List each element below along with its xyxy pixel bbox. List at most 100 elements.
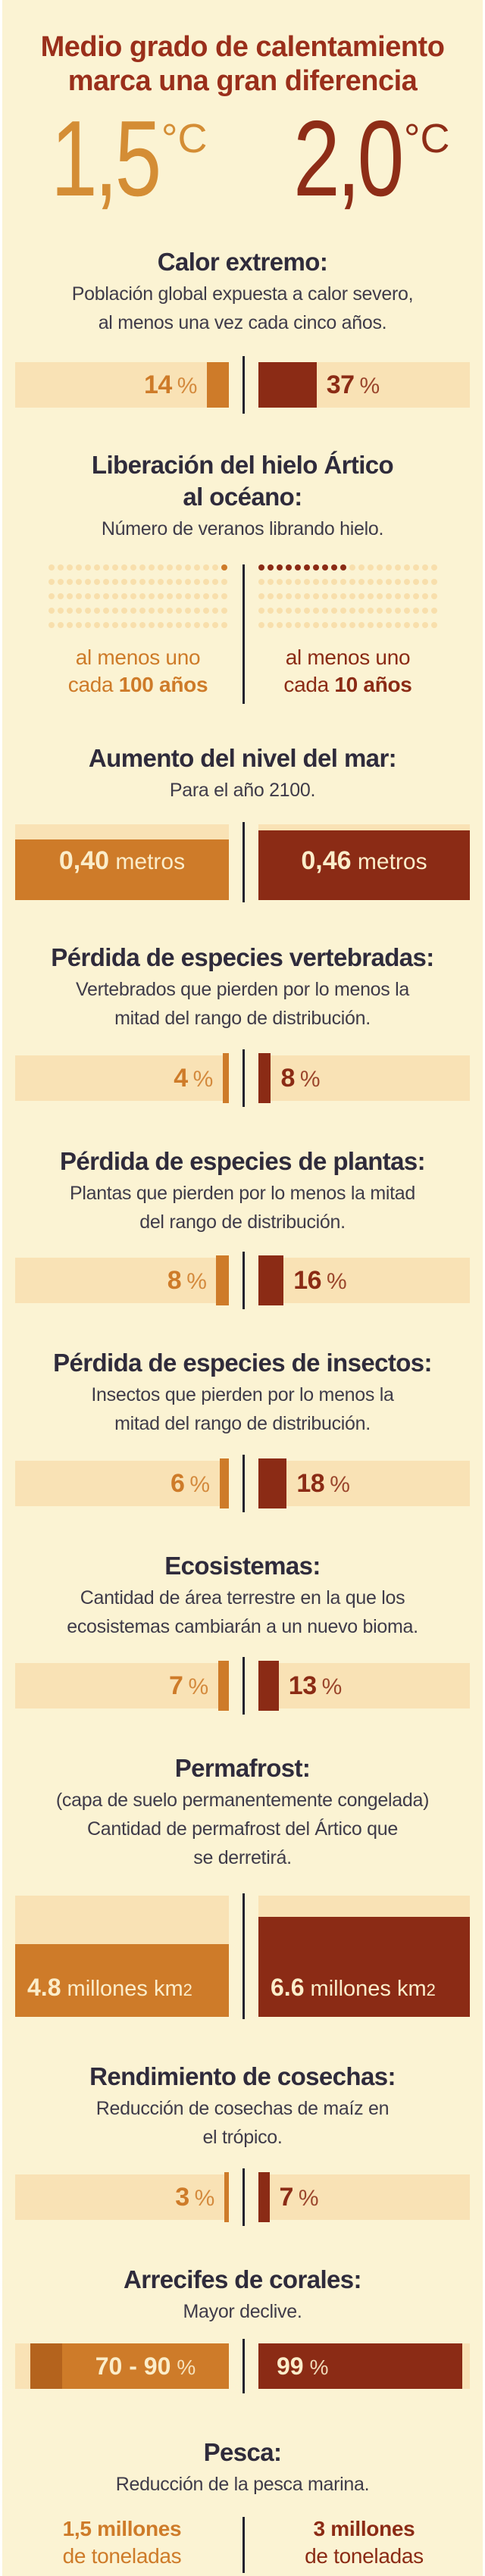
heading-line: al océano:: [183, 483, 302, 511]
dot: [322, 593, 328, 599]
dot: [413, 608, 419, 614]
dot: [277, 593, 283, 599]
dot: [185, 564, 191, 571]
dot: [194, 593, 200, 599]
dot: [358, 579, 365, 585]
dot: [295, 608, 301, 614]
block-unit-sub: 2: [426, 1980, 436, 1999]
dot: [176, 608, 182, 614]
bar-label: 14%: [144, 370, 198, 400]
dot: [130, 579, 136, 585]
permafrost-block-1-5c: 4.8 millones km2: [15, 1896, 229, 2017]
dot: [422, 579, 428, 585]
dot: [340, 579, 346, 585]
dot-grid-1-5c: [48, 564, 227, 628]
dot: [331, 608, 337, 614]
description-line: mitad del rango de distribución.: [114, 1413, 371, 1434]
bar-unit: %: [321, 1674, 343, 1699]
comparison-bars: 14% 37%: [15, 356, 470, 414]
bar-unit: %: [177, 2355, 196, 2379]
dot: [395, 593, 401, 599]
dot: [158, 622, 164, 628]
dot: [431, 593, 437, 599]
dot: [386, 579, 392, 585]
dot: [149, 593, 155, 599]
dot: [221, 579, 227, 585]
dot: [103, 622, 109, 628]
description-line: Cantidad de área terrestre en la que los: [80, 1587, 405, 1608]
dot: [85, 622, 91, 628]
divider-line: [242, 822, 245, 902]
divider-line: [242, 2517, 245, 2573]
bar-1-5c: 6%: [15, 1458, 229, 1508]
dot: [121, 622, 127, 628]
dot: [349, 593, 355, 599]
dot: [58, 622, 64, 628]
dot: [368, 593, 374, 599]
dot: [48, 608, 55, 614]
dot: [322, 622, 328, 628]
dot: [340, 622, 346, 628]
block-unit: metros: [115, 849, 186, 874]
dot: [422, 593, 428, 599]
dot: [212, 564, 218, 571]
bar-fill: [219, 1458, 229, 1508]
dot: [386, 564, 392, 571]
dot: [194, 622, 200, 628]
block-value: 0,46: [301, 846, 352, 875]
bar-unit: %: [298, 2185, 319, 2211]
dot: [286, 579, 292, 585]
dot: [221, 622, 227, 628]
dot: [194, 579, 200, 585]
dot: [377, 608, 383, 614]
dot: [221, 608, 227, 614]
dot: [167, 593, 173, 599]
dot: [422, 608, 428, 614]
bar-fill: [258, 2172, 270, 2222]
divider-line: [242, 2168, 245, 2226]
bar-2-0c: 16%: [258, 1255, 470, 1305]
block-unit: millones km: [310, 1977, 427, 2001]
dot: [76, 593, 82, 599]
divider-line: [242, 1893, 245, 2019]
dot: [85, 564, 91, 571]
section-description: Plantas que pierden por lo menos la mita…: [0, 1179, 485, 1236]
dot: [176, 564, 182, 571]
section-hielo-artico: Liberación del hielo Ártico al océano: Nú…: [0, 449, 485, 704]
dot: [103, 593, 109, 599]
dot: [304, 608, 310, 614]
bar-label: 18%: [296, 1468, 350, 1499]
bar-label: 13%: [289, 1671, 343, 1701]
dot: [422, 622, 428, 628]
coral-fill-segment: 70 - 90%: [62, 2343, 229, 2389]
dot: [277, 622, 283, 628]
section-description: Vertebrados que pierden por lo menos la …: [0, 975, 485, 1033]
bar-label: 70 - 90%: [95, 2352, 196, 2381]
bar-1-5c: 8%: [15, 1255, 229, 1305]
bar-value: 18: [296, 1468, 325, 1498]
scenario-value-1-5: 1,5: [50, 98, 161, 219]
dot: [340, 593, 346, 599]
comparison-bars-coral: 70 - 90% 99%: [15, 2339, 470, 2393]
dot: [212, 622, 218, 628]
dot: [313, 593, 319, 599]
sea-level-block-2-0c: 0,46 metros: [258, 824, 470, 900]
description-line: Vertebrados que pierden por lo menos la: [76, 979, 409, 1000]
bar-2-0c: 37%: [258, 362, 470, 408]
section-heading: Pérdida de especies vertebradas:: [51, 943, 434, 971]
dot: [94, 564, 100, 571]
dot: [368, 564, 374, 571]
dot: [258, 593, 264, 599]
comparison-bars: 4% 8%: [15, 1049, 470, 1107]
dot: [58, 564, 64, 571]
dot: [286, 622, 292, 628]
section-description: (capa de suelo permanentemente congelada…: [0, 1786, 485, 1872]
dot: [139, 622, 146, 628]
bar-unit: %: [327, 1268, 347, 1294]
description-line: Población global expuesta a calor severo…: [71, 283, 414, 305]
dot: [67, 579, 73, 585]
dot: [76, 608, 82, 614]
dot: [258, 564, 264, 571]
title-line-1: Medio grado de calentamiento: [40, 31, 445, 63]
dot: [185, 608, 191, 614]
